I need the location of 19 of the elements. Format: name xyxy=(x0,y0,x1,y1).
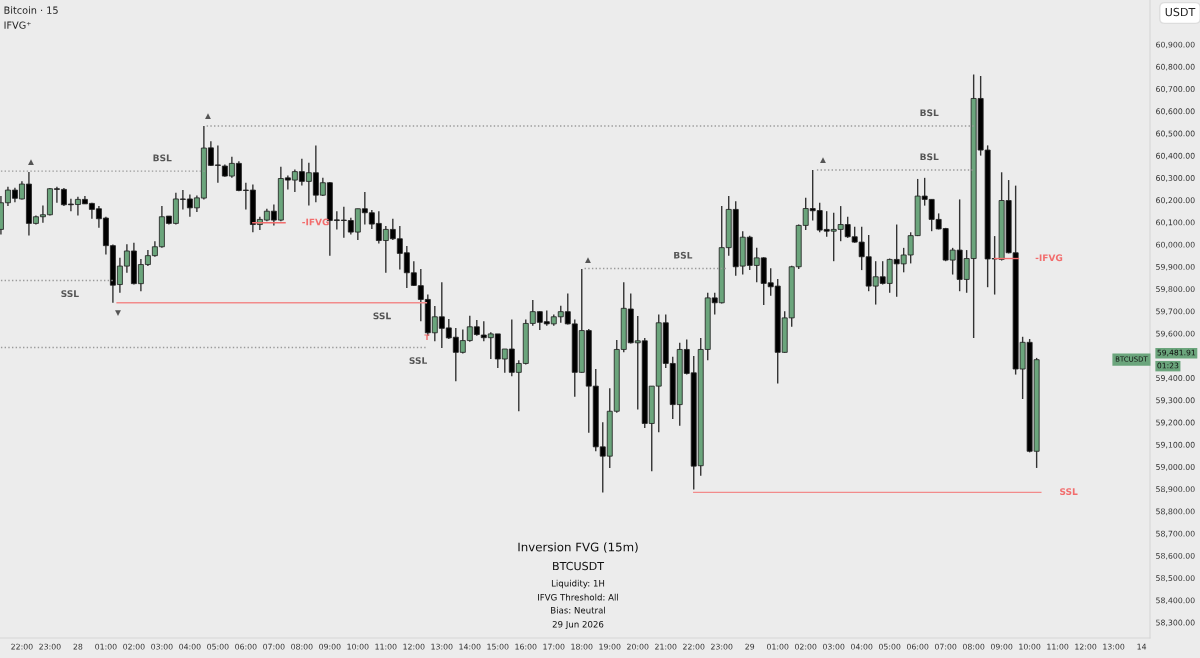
series-label: -IFVG xyxy=(302,218,329,226)
annotation: 29 Jun 2026 xyxy=(552,620,604,630)
series-label: SSL xyxy=(61,290,79,298)
series-label: BSL xyxy=(920,153,939,161)
text: IFVG⁺ xyxy=(4,21,31,29)
text: USDT xyxy=(1165,7,1196,17)
series-label: SSL xyxy=(373,312,391,320)
series-label: -IFVG xyxy=(1035,254,1063,262)
series-label: BSL xyxy=(153,154,172,162)
series-label: BSL xyxy=(920,109,939,117)
series-label: BSL xyxy=(674,251,693,259)
annotation: IFVG Threshold: All xyxy=(538,593,618,601)
annotation: Bias: Neutral xyxy=(551,606,605,614)
text: SSL xyxy=(1060,488,1078,496)
series-label: SSL xyxy=(409,357,428,364)
annotation: BTCUSDT xyxy=(553,561,605,571)
text: Bitcoin · 15 xyxy=(4,6,58,14)
annotation: Inversion FVG (15m) xyxy=(518,542,638,553)
annotation: Liquidity: 1H xyxy=(551,579,605,589)
